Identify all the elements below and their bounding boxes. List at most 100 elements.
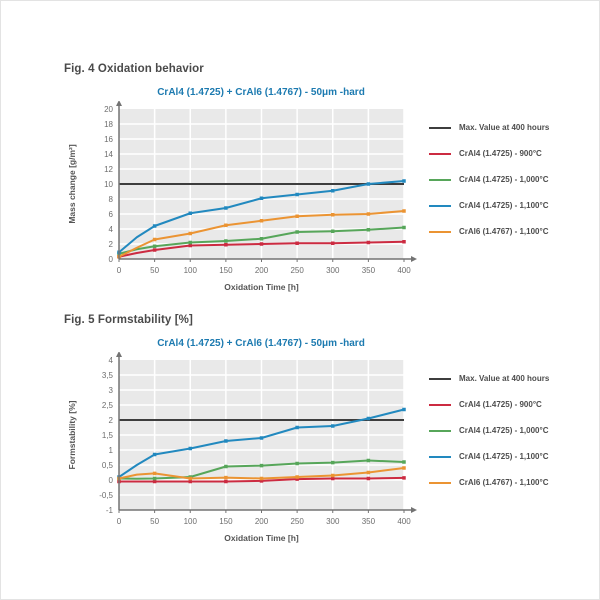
y-tick-label: 3,5	[102, 371, 114, 380]
legend-line-swatch-icon	[429, 403, 451, 406]
data-point-marker	[295, 477, 299, 481]
y-tick-label: 0	[109, 476, 114, 485]
legend-line-swatch-icon	[429, 455, 451, 458]
legend-item: CrAl4 (1.4725) - 1,100°C	[429, 201, 557, 210]
legend-item: CrAl4 (1.4725) - 1,100°C	[429, 452, 557, 461]
formstability-chart: 0 50 100 150 200 250 300 350 400 -1 -0,5 0 0,5 1 1,5 2 2…	[67, 352, 417, 543]
figure-4-heading: Fig. 4 Oxidation behavior	[64, 63, 204, 75]
data-point-marker	[152, 237, 157, 242]
x-axis-label: Oxidation Time [h]	[224, 533, 299, 543]
data-point-marker	[366, 470, 371, 475]
legend-label: CrAl4 (1.4725) - 1,100°C	[459, 452, 549, 461]
y-tick-label: 2,5	[102, 401, 114, 410]
data-point-marker	[224, 243, 228, 247]
series-line-3	[118, 467, 405, 480]
legend-label: CrAl6 (1.4767) - 1,100°C	[459, 478, 549, 487]
data-point-marker	[188, 479, 192, 484]
x-tick-label: 300	[326, 517, 340, 526]
data-point-marker	[331, 241, 335, 245]
series-line-3	[118, 210, 405, 258]
data-point-marker	[259, 476, 264, 481]
x-tick-label: 350	[362, 517, 376, 526]
data-point-marker	[259, 237, 264, 241]
series-line-2	[118, 180, 405, 254]
figure-4-chart-column: CrAl4 (1.4725) + CrAl6 (1.4767) - 50μm -…	[63, 87, 419, 297]
data-point-marker	[331, 424, 335, 428]
data-point-marker	[366, 212, 371, 216]
y-tick-label: 12	[104, 165, 113, 174]
x-tick-label: 300	[326, 266, 340, 275]
figure-4-chart-row: CrAl4 (1.4725) + CrAl6 (1.4767) - 50μm -…	[63, 87, 599, 297]
data-point-marker	[224, 464, 228, 469]
y-tick-label: 2	[109, 240, 114, 249]
y-tick-label: 3	[109, 386, 114, 395]
y-tick-label: 18	[104, 120, 113, 129]
data-point-marker	[152, 479, 157, 484]
x-tick-label: 100	[184, 266, 198, 275]
y-tick-label: 20	[104, 105, 113, 114]
y-tick-label: 8	[109, 195, 114, 204]
data-point-marker	[259, 463, 264, 468]
data-point-marker	[331, 460, 335, 465]
data-point-marker	[331, 473, 335, 478]
data-point-marker	[224, 475, 228, 480]
data-point-marker	[331, 476, 335, 481]
data-point-marker	[295, 461, 299, 466]
legend-item: CrAl6 (1.4767) - 1,100°C	[429, 227, 557, 236]
series-line-2	[118, 408, 405, 478]
y-tick-label: 14	[104, 150, 113, 159]
legend-item: CrAl4 (1.4725) - 900°C	[429, 149, 557, 158]
data-point-marker	[402, 225, 406, 230]
legend-item: CrAl4 (1.4725) - 900°C	[429, 400, 557, 409]
legend-line-swatch-icon	[429, 429, 451, 432]
x-tick-label: 200	[255, 266, 269, 275]
data-point-marker	[259, 219, 264, 223]
data-point-marker	[366, 416, 371, 421]
data-point-marker	[366, 240, 371, 245]
x-axis-label: Oxidation Time [h]	[224, 282, 299, 292]
data-point-marker	[402, 460, 406, 464]
legend-label: CrAl4 (1.4725) - 1,000°C	[459, 175, 549, 184]
legend: Max. Value at 400 hours CrAl4 (1.4725) - …	[429, 87, 557, 236]
y-tick-label: 0,5	[102, 461, 114, 470]
data-point-marker	[366, 476, 371, 481]
y-tick-label: 1	[109, 446, 114, 455]
x-tick-label: 100	[184, 517, 198, 526]
data-point-marker	[188, 476, 192, 481]
data-point-marker	[152, 452, 157, 457]
x-tick-label: 400	[397, 266, 411, 275]
x-tick-label: 50	[150, 266, 159, 275]
y-tick-label: -1	[106, 506, 114, 515]
x-tick-label: 200	[255, 517, 269, 526]
y-tick-label: -0,5	[99, 491, 113, 500]
data-point-marker	[152, 224, 157, 228]
legend-line-swatch-icon	[429, 377, 451, 380]
x-tick-label: 250	[290, 517, 304, 526]
data-point-marker	[295, 475, 299, 479]
figure-5-formstability: Fig. 5 Formstability [%] CrAl4 (1.4725) …	[63, 314, 599, 548]
x-axis-arrow-icon	[411, 507, 417, 513]
data-point-marker	[366, 182, 371, 186]
x-tick-label: 150	[219, 517, 233, 526]
data-point-marker	[259, 479, 264, 483]
legend-item: Max. Value at 400 hours	[429, 374, 557, 383]
data-point-marker	[402, 240, 406, 244]
series-line-1	[118, 226, 405, 255]
y-tick-label: 16	[104, 135, 113, 144]
legend-label: CrAl4 (1.4725) - 900°C	[459, 149, 542, 158]
data-point-marker	[152, 248, 157, 252]
data-point-marker	[402, 476, 406, 480]
chart-title: CrAl4 (1.4725) + CrAl6 (1.4767) - 50μm -…	[157, 87, 365, 98]
data-point-marker	[188, 231, 192, 236]
data-point-marker	[366, 228, 371, 232]
figure-4-oxidation-behavior: Fig. 4 Oxidation behavior CrAl4 (1.4725)…	[63, 63, 599, 297]
x-tick-label: 0	[117, 266, 122, 275]
y-tick-label: 1,5	[102, 431, 114, 440]
y-axis-arrow-icon	[116, 352, 122, 357]
data-point-marker	[224, 479, 228, 484]
data-point-marker	[152, 476, 157, 481]
data-point-marker	[331, 213, 335, 217]
data-point-marker	[295, 214, 299, 218]
y-axis-arrow-icon	[116, 101, 122, 106]
